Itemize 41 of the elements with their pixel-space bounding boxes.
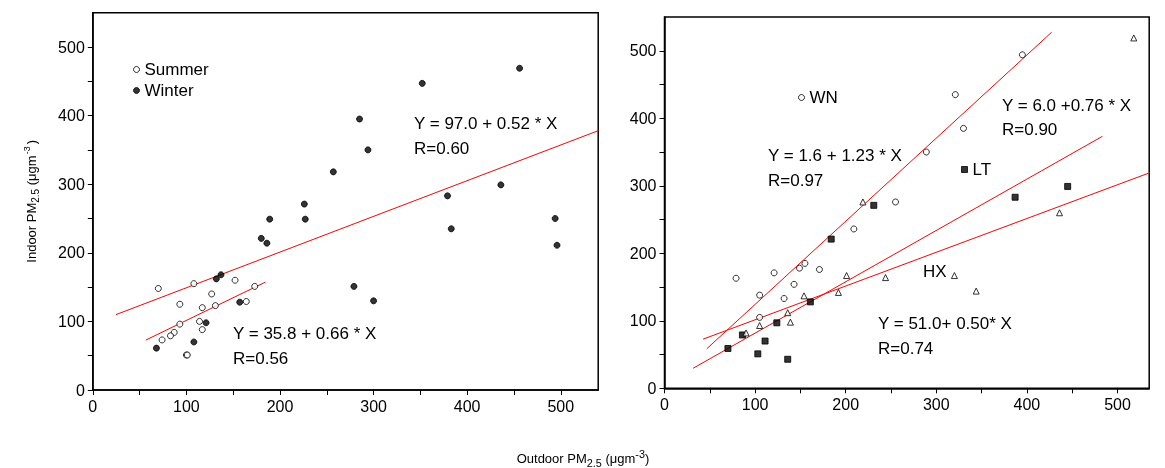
x-tick-label: 100	[741, 395, 769, 413]
annotation: R=0.90	[1002, 120, 1058, 139]
x-axis-title: Outdoor PM$_{2.5}$ (μgm$^{-3}$)	[516, 448, 650, 468]
x-tick-label: 300	[360, 397, 388, 415]
x-tick-label: 400	[453, 397, 481, 415]
x-tick-label: 200	[832, 395, 860, 413]
y-tick-label: 0	[75, 381, 85, 399]
annotation: Y = 97.0 + 0.52 * X	[414, 114, 558, 133]
annotation: Y = 51.0+ 0.50* X	[878, 314, 1012, 333]
y-tick-label: 400	[58, 107, 85, 125]
y-tick-label: 500	[629, 42, 657, 60]
annotation: Y = 35.8 + 0.66 * X	[233, 324, 377, 343]
y-tick-label: 100	[629, 312, 657, 330]
y-tick-label: 200	[58, 244, 85, 262]
x-tick-label: 0	[660, 395, 670, 413]
y-tick-label: 200	[629, 244, 657, 262]
y-tick-label: 500	[58, 38, 85, 56]
x-tick-label: 500	[547, 397, 575, 415]
x-tick-label: 0	[88, 397, 98, 415]
y-tick-label: 300	[58, 175, 85, 193]
legend-label: LT	[972, 160, 992, 179]
series-label: HX	[923, 262, 947, 281]
annotation: Y = 6.0 +0.76 * X	[1002, 96, 1132, 115]
annotation: R=0.60	[414, 139, 470, 158]
x-tick-label: 300	[922, 395, 950, 413]
annotation: R=0.74	[878, 339, 934, 358]
y-axis-title: Indoor PM2.5 (μgm-3)	[22, 139, 42, 263]
x-tick-label: 500	[1104, 395, 1131, 413]
legend-label: WN	[809, 88, 838, 107]
y-tick-label: 400	[629, 109, 657, 127]
legend-label: Winter	[144, 81, 194, 100]
y-tick-label: 300	[629, 177, 657, 195]
x-tick-label: 100	[173, 397, 200, 415]
y-tick-label: 100	[58, 312, 85, 330]
y-tick-label: 0	[647, 379, 657, 397]
x-tick-label: 200	[266, 397, 294, 415]
legend-label: Summer	[144, 60, 210, 79]
annotation: R=0.56	[233, 349, 289, 368]
annotation: Y = 1.6 + 1.23 * X	[768, 146, 902, 165]
x-tick-label: 400	[1013, 395, 1041, 413]
annotation: R=0.97	[768, 171, 824, 190]
